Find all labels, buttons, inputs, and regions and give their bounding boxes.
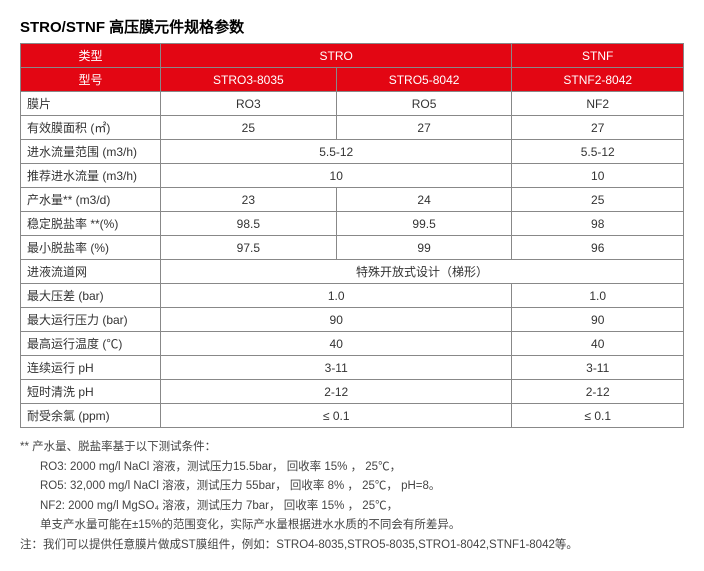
row-label: 最小脱盐率 (%) — [21, 236, 161, 260]
header-model-3: STNF2-8042 — [512, 68, 684, 92]
cell: 25 — [161, 116, 337, 140]
row-label: 进液流道网 — [21, 260, 161, 284]
cell: NF2 — [512, 92, 684, 116]
spec-table: 类型 STRO STNF 型号 STRO3-8035 STRO5-8042 ST… — [20, 43, 684, 428]
table-row: 连续运行 pH3-113-11 — [21, 356, 684, 380]
merged-cell: 90 — [512, 308, 684, 332]
cell: 96 — [512, 236, 684, 260]
merged-cell: 2-12 — [161, 380, 512, 404]
header-row-1: 类型 STRO STNF — [21, 44, 684, 68]
note-line: RO3: 2000 mg/l NaCl 溶液，测试压力15.5bar， 回收率 … — [40, 458, 684, 478]
merged-cell: ≤ 0.1 — [512, 404, 684, 428]
cell: 27 — [512, 116, 684, 140]
row-label: 进水流量范围 (m3/h) — [21, 140, 161, 164]
merged-cell: 90 — [161, 308, 512, 332]
merged-cell: 40 — [512, 332, 684, 356]
row-label: 稳定脱盐率 **(%) — [21, 212, 161, 236]
notes-section: ** 产水量、脱盐率基于以下测试条件：RO3: 2000 mg/l NaCl 溶… — [20, 438, 684, 555]
merged-cell: 5.5-12 — [161, 140, 512, 164]
table-row: 产水量** (m3/d)232425 — [21, 188, 684, 212]
cell: 99.5 — [336, 212, 512, 236]
cell: 23 — [161, 188, 337, 212]
cell: 27 — [336, 116, 512, 140]
table-row: 最高运行温度 (℃)4040 — [21, 332, 684, 356]
header-stnf: STNF — [512, 44, 684, 68]
merged-cell: 5.5-12 — [512, 140, 684, 164]
header-model-1: STRO3-8035 — [161, 68, 337, 92]
merged-cell: 特殊开放式设计（梯形） — [161, 260, 684, 284]
note-line: ** 产水量、脱盐率基于以下测试条件： — [20, 438, 684, 458]
table-row: 耐受余氯 (ppm)≤ 0.1≤ 0.1 — [21, 404, 684, 428]
cell: 98.5 — [161, 212, 337, 236]
merged-cell: ≤ 0.1 — [161, 404, 512, 428]
header-type: 类型 — [21, 44, 161, 68]
table-row: 推荐进水流量 (m3/h)1010 — [21, 164, 684, 188]
cell: 99 — [336, 236, 512, 260]
cell: RO5 — [336, 92, 512, 116]
row-label: 连续运行 pH — [21, 356, 161, 380]
row-label: 推荐进水流量 (m3/h) — [21, 164, 161, 188]
cell: 98 — [512, 212, 684, 236]
table-row: 稳定脱盐率 **(%)98.599.598 — [21, 212, 684, 236]
row-label: 最大运行压力 (bar) — [21, 308, 161, 332]
merged-cell: 2-12 — [512, 380, 684, 404]
merged-cell: 10 — [161, 164, 512, 188]
merged-cell: 10 — [512, 164, 684, 188]
header-model: 型号 — [21, 68, 161, 92]
table-row: 最大压差 (bar)1.01.0 — [21, 284, 684, 308]
merged-cell: 1.0 — [161, 284, 512, 308]
merged-cell: 1.0 — [512, 284, 684, 308]
row-label: 耐受余氯 (ppm) — [21, 404, 161, 428]
table-row: 进水流量范围 (m3/h)5.5-125.5-12 — [21, 140, 684, 164]
merged-cell: 3-11 — [512, 356, 684, 380]
note-line: NF2: 2000 mg/l MgSO₄ 溶液，测试压力 7bar， 回收率 1… — [40, 497, 684, 517]
row-label: 短时清洗 pH — [21, 380, 161, 404]
header-stro: STRO — [161, 44, 512, 68]
cell: 97.5 — [161, 236, 337, 260]
table-row: 有效膜面积 (㎡)252727 — [21, 116, 684, 140]
note-line: RO5: 32,000 mg/l NaCl 溶液，测试压力 55bar， 回收率… — [40, 477, 684, 497]
table-row: 膜片RO3RO5NF2 — [21, 92, 684, 116]
cell: 24 — [336, 188, 512, 212]
row-label: 最大压差 (bar) — [21, 284, 161, 308]
row-label: 有效膜面积 (㎡) — [21, 116, 161, 140]
table-row: 短时清洗 pH2-122-12 — [21, 380, 684, 404]
table-row: 进液流道网特殊开放式设计（梯形） — [21, 260, 684, 284]
header-row-2: 型号 STRO3-8035 STRO5-8042 STNF2-8042 — [21, 68, 684, 92]
merged-cell: 3-11 — [161, 356, 512, 380]
table-row: 最大运行压力 (bar)9090 — [21, 308, 684, 332]
merged-cell: 40 — [161, 332, 512, 356]
row-label: 膜片 — [21, 92, 161, 116]
row-label: 产水量** (m3/d) — [21, 188, 161, 212]
page-title: STRO/STNF 高压膜元件规格参数 — [20, 16, 684, 37]
cell: 25 — [512, 188, 684, 212]
note-line: 注：我们可以提供任意膜片做成ST膜组件，例如：STRO4-8035,STRO5-… — [20, 536, 684, 556]
note-line: 单支产水量可能在±15%的范围变化，实际产水量根据进水水质的不同会有所差异。 — [40, 516, 684, 536]
header-model-2: STRO5-8042 — [336, 68, 512, 92]
table-row: 最小脱盐率 (%)97.59996 — [21, 236, 684, 260]
cell: RO3 — [161, 92, 337, 116]
row-label: 最高运行温度 (℃) — [21, 332, 161, 356]
